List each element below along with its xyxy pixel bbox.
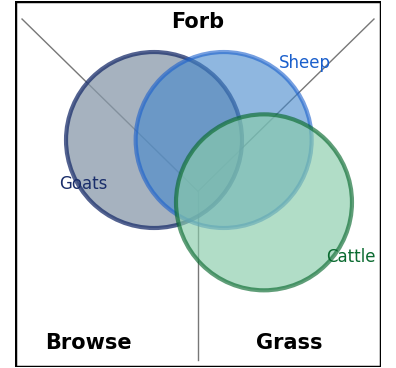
Text: Browse: Browse — [45, 333, 131, 353]
Text: Goats: Goats — [59, 175, 107, 193]
Circle shape — [136, 52, 312, 228]
Circle shape — [176, 114, 352, 290]
Text: Cattle: Cattle — [326, 248, 376, 266]
Text: Grass: Grass — [256, 333, 323, 353]
Text: Sheep: Sheep — [279, 54, 331, 72]
Text: Forb: Forb — [171, 12, 225, 32]
Circle shape — [66, 52, 242, 228]
